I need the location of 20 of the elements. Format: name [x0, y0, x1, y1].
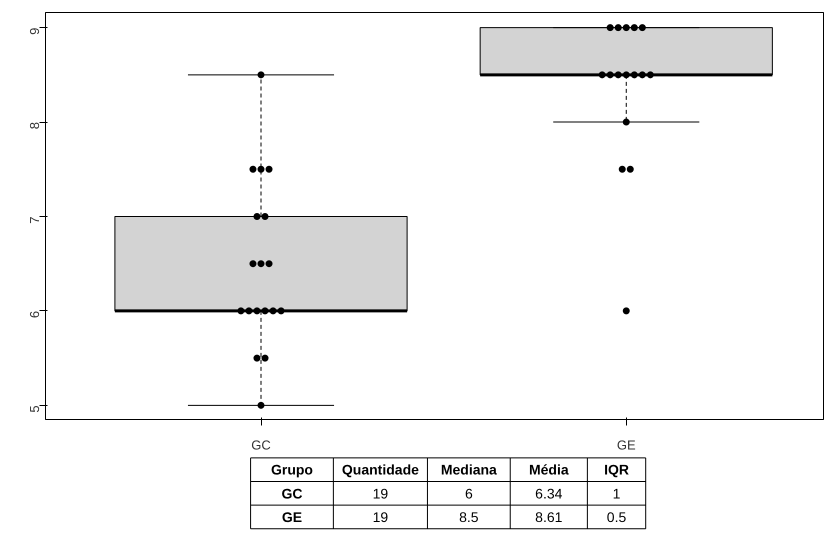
text: 6	[464, 485, 473, 502]
text: 1	[612, 485, 621, 502]
text: 0.5	[606, 508, 626, 525]
text: 8.5	[459, 508, 479, 525]
text: Grupo	[270, 462, 313, 478]
text: Média	[528, 462, 569, 478]
y-tick-label: 9	[27, 28, 42, 35]
text: GC	[281, 485, 302, 502]
y-tick-label: 5	[27, 405, 42, 413]
text: 19	[372, 508, 388, 525]
y-tick-label: 7	[27, 216, 42, 224]
text: 6.34	[535, 485, 563, 502]
text: Quantidade	[342, 462, 420, 478]
y-tick-label: 6	[27, 310, 42, 318]
text: 19	[372, 485, 388, 502]
y-tick-label: 8	[27, 122, 42, 130]
text: 8.61	[535, 508, 563, 525]
text: Mediana	[440, 462, 498, 478]
text: GE	[282, 508, 302, 525]
text: IQR	[604, 462, 629, 478]
